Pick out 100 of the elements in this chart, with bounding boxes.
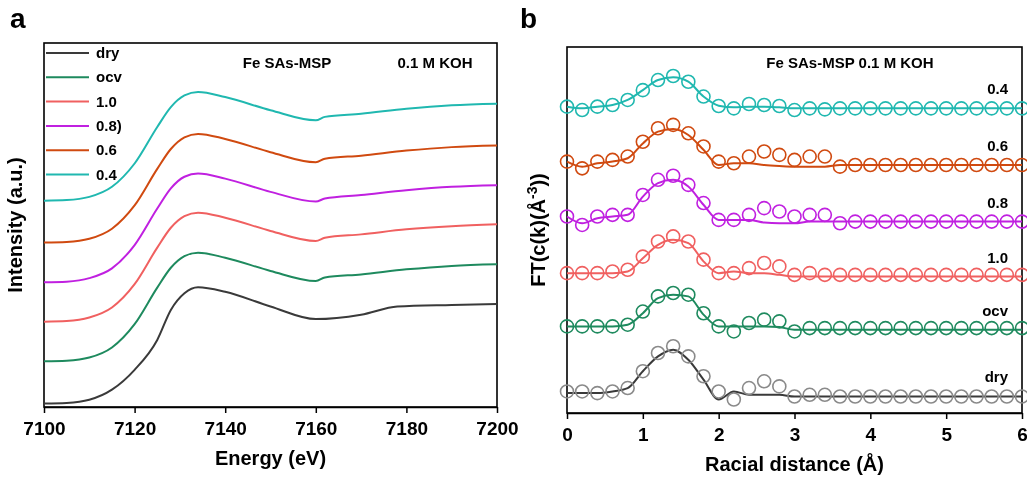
point [635, 363, 651, 379]
point [590, 319, 605, 334]
point [954, 267, 969, 283]
point [696, 305, 711, 321]
point [711, 154, 726, 169]
point [787, 152, 802, 168]
point [772, 314, 787, 329]
point [908, 267, 924, 283]
point [878, 101, 893, 116]
point [893, 101, 908, 116]
y-axis-title: Intensity (a.u.) [4, 157, 26, 293]
point [711, 319, 726, 334]
point [772, 147, 787, 163]
point [574, 319, 590, 334]
point [772, 259, 787, 274]
point [756, 200, 772, 216]
point [574, 161, 590, 176]
point [711, 265, 726, 281]
point [908, 320, 924, 336]
point [832, 267, 848, 283]
point [772, 98, 787, 114]
point [999, 389, 1015, 404]
x-tick-label: 7140 [204, 418, 247, 439]
point [893, 389, 908, 404]
point [559, 319, 575, 334]
point [665, 338, 681, 354]
x-tick-label: 6 [1017, 424, 1027, 445]
point [756, 312, 772, 327]
point [681, 74, 696, 90]
legend-label: dry [96, 44, 120, 61]
point [954, 389, 969, 404]
point [605, 319, 620, 334]
point [832, 320, 848, 336]
x-tick-label: 7180 [385, 418, 429, 439]
point [863, 214, 878, 229]
point [802, 265, 817, 281]
point [999, 101, 1015, 116]
legend-label: 1.0 [96, 92, 117, 110]
point [787, 102, 802, 118]
point [984, 157, 999, 173]
point [620, 207, 635, 223]
point [847, 157, 863, 173]
text: Fe SAs-MSP 0.1 M KOH [766, 54, 934, 71]
point [756, 255, 772, 271]
point [938, 267, 954, 283]
point [741, 380, 757, 396]
point [999, 267, 1015, 283]
x-axis-title: Energy (eV) [214, 447, 327, 469]
point [863, 320, 878, 336]
point [817, 102, 833, 117]
point [681, 349, 696, 364]
point [620, 262, 635, 278]
point [1014, 320, 1027, 336]
point [832, 389, 848, 404]
point [923, 267, 939, 283]
point [817, 149, 833, 164]
point [559, 384, 575, 399]
point [756, 97, 772, 113]
point [863, 389, 878, 404]
point [574, 217, 590, 233]
point [681, 125, 696, 141]
x-tick-label: 7200 [476, 418, 519, 439]
point [1014, 389, 1027, 404]
point [938, 214, 954, 229]
point [635, 249, 651, 264]
point [696, 195, 711, 211]
point [635, 82, 651, 98]
point [772, 379, 787, 394]
point [969, 101, 984, 116]
point [954, 157, 969, 173]
point [1014, 101, 1027, 116]
point [999, 320, 1015, 336]
point [620, 317, 635, 333]
point [711, 212, 726, 228]
point [559, 154, 575, 169]
point [726, 212, 742, 228]
point [878, 320, 893, 336]
legend-label: 0.6 [96, 141, 117, 159]
point [726, 101, 742, 116]
point [650, 234, 666, 249]
point [590, 99, 605, 114]
legend-label: 0.4 [96, 165, 118, 183]
point [665, 117, 681, 133]
point [559, 265, 575, 281]
point [620, 380, 635, 396]
point [559, 209, 575, 224]
x-tick-label: 0 [562, 424, 573, 445]
point [802, 149, 817, 164]
point [726, 324, 742, 339]
point [893, 214, 908, 229]
point [696, 368, 711, 384]
point [681, 287, 696, 303]
point [635, 304, 651, 319]
x-tick-label: 1 [638, 424, 650, 445]
point [893, 320, 908, 336]
point [938, 157, 954, 173]
x-tick-label: 3 [789, 424, 801, 445]
point [802, 101, 817, 116]
point [817, 320, 833, 336]
point [817, 267, 833, 283]
